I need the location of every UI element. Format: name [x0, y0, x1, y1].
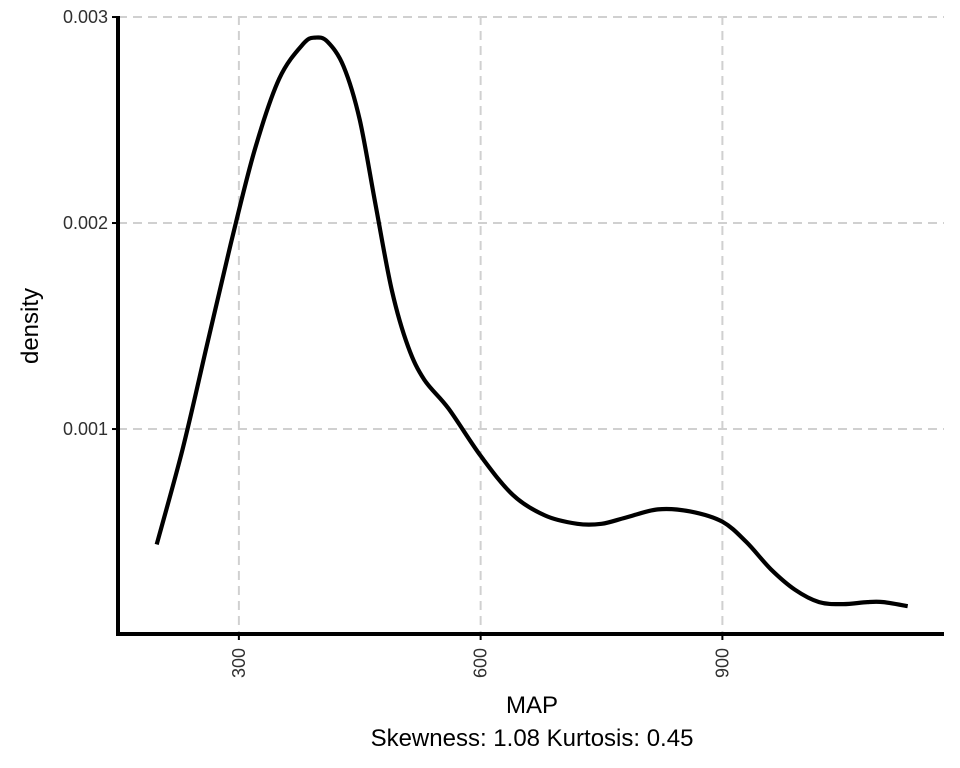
y-tick-label: 0.002 — [63, 213, 108, 233]
series-layer — [154, 35, 909, 609]
x-axis-title: MAP — [506, 692, 558, 719]
density-curve — [154, 35, 909, 609]
x-tick-label: 300 — [229, 648, 249, 678]
x-tick-label: 900 — [712, 648, 732, 678]
y-tick-label: 0.003 — [63, 7, 108, 27]
chart-caption: Skewness: 1.08 Kurtosis: 0.45 — [371, 725, 694, 752]
axes — [112, 16, 944, 640]
y-tick-label: 0.001 — [63, 419, 108, 439]
tick-labels: 0.001 0.002 0.003 300 600 900 — [63, 7, 732, 678]
x-tick-label: 600 — [471, 648, 491, 678]
grid-lines — [118, 16, 944, 634]
y-axis-title: density — [17, 288, 44, 364]
